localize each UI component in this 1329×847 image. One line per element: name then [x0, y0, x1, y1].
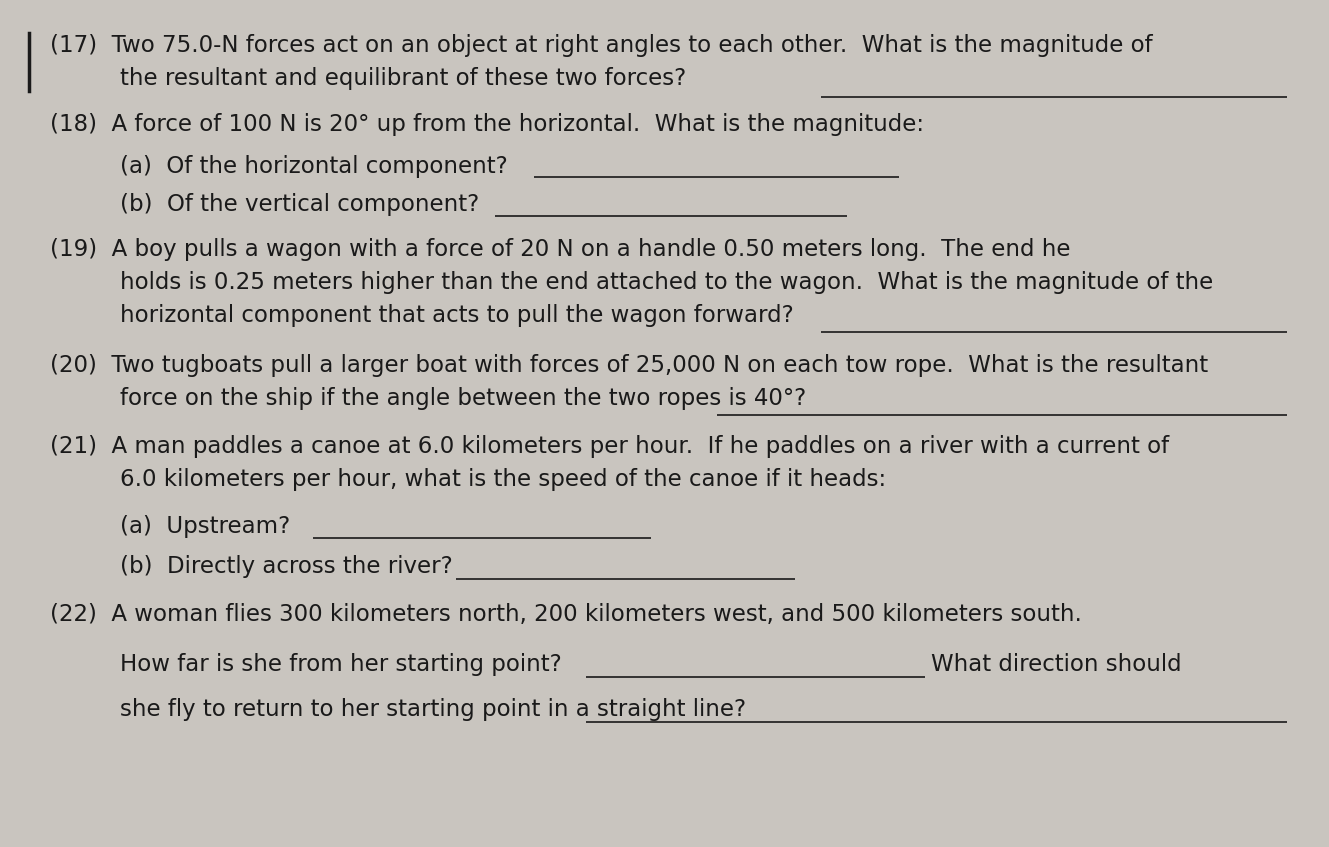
Text: horizontal component that acts to pull the wagon forward?: horizontal component that acts to pull t…	[120, 304, 793, 327]
Text: (20)  Two tugboats pull a larger boat with forces of 25,000 N on each tow rope. : (20) Two tugboats pull a larger boat wit…	[49, 354, 1208, 377]
Text: she fly to return to her starting point in a straight line?: she fly to return to her starting point …	[120, 699, 746, 722]
Text: holds is 0.25 meters higher than the end attached to the wagon.  What is the mag: holds is 0.25 meters higher than the end…	[120, 271, 1213, 294]
Text: How far is she from her starting point?: How far is she from her starting point?	[120, 653, 562, 676]
Text: 6.0 kilometers per hour, what is the speed of the canoe if it heads:: 6.0 kilometers per hour, what is the spe…	[120, 468, 886, 491]
Text: (19)  A boy pulls a wagon with a force of 20 N on a handle 0.50 meters long.  Th: (19) A boy pulls a wagon with a force of…	[49, 238, 1070, 261]
Text: force on the ship if the angle between the two ropes is 40°?: force on the ship if the angle between t…	[120, 387, 807, 410]
Text: (a)  Upstream?: (a) Upstream?	[120, 515, 290, 538]
Text: (b)  Of the vertical component?: (b) Of the vertical component?	[120, 193, 480, 216]
Text: (a)  Of the horizontal component?: (a) Of the horizontal component?	[120, 155, 508, 178]
Text: (17)  Two 75.0-N forces act on an object at right angles to each other.  What is: (17) Two 75.0-N forces act on an object …	[49, 35, 1152, 58]
Text: What direction should: What direction should	[932, 653, 1181, 676]
Text: the resultant and equilibrant of these two forces?: the resultant and equilibrant of these t…	[120, 67, 686, 90]
Text: (18)  A force of 100 N is 20° up from the horizontal.  What is the magnitude:: (18) A force of 100 N is 20° up from the…	[49, 113, 924, 136]
Text: (b)  Directly across the river?: (b) Directly across the river?	[120, 555, 453, 578]
Text: (22)  A woman flies 300 kilometers north, 200 kilometers west, and 500 kilometer: (22) A woman flies 300 kilometers north,…	[49, 603, 1082, 626]
Text: (21)  A man paddles a canoe at 6.0 kilometers per hour.  If he paddles on a rive: (21) A man paddles a canoe at 6.0 kilome…	[49, 435, 1170, 458]
